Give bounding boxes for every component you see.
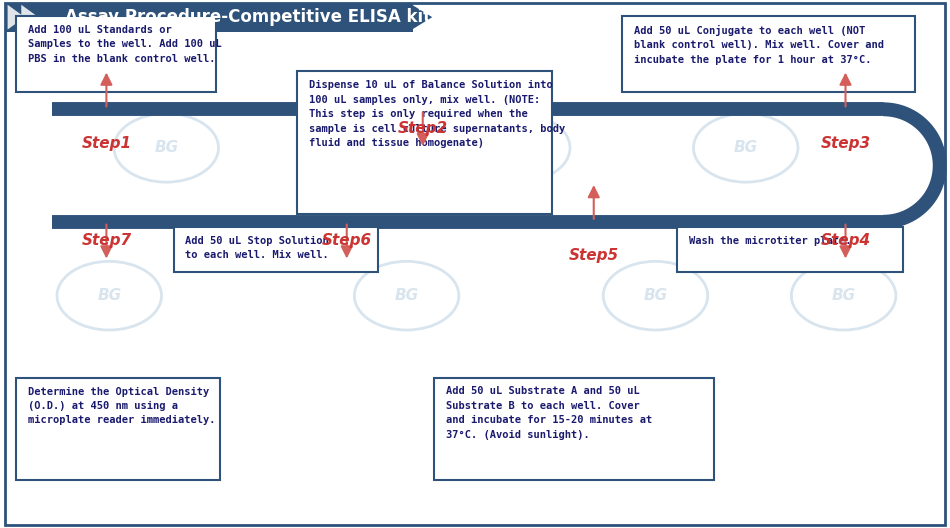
Polygon shape [21, 5, 38, 30]
Text: Step5: Step5 [569, 248, 618, 263]
Polygon shape [8, 5, 25, 30]
Text: BG: BG [97, 288, 122, 303]
Text: Step6: Step6 [322, 233, 371, 248]
FancyBboxPatch shape [174, 227, 378, 272]
Text: Add 100 uL Standards or
Samples to the well. Add 100 uL
PBS in the blank control: Add 100 uL Standards or Samples to the w… [28, 25, 221, 63]
Text: Wash the microtiter plate.: Wash the microtiter plate. [689, 236, 851, 246]
Text: Step4: Step4 [821, 233, 870, 248]
Text: BG: BG [505, 140, 530, 155]
Text: Add 50 uL Substrate A and 50 uL
Substrate B to each well. Cover
and incubate for: Add 50 uL Substrate A and 50 uL Substrat… [446, 386, 652, 440]
FancyBboxPatch shape [434, 378, 714, 480]
Text: Determine the Optical Density
(O.D.) at 450 nm using a
microplate reader immedia: Determine the Optical Density (O.D.) at … [28, 386, 215, 426]
FancyBboxPatch shape [5, 3, 945, 525]
FancyBboxPatch shape [622, 16, 915, 92]
FancyBboxPatch shape [16, 378, 220, 480]
Text: Dispense 10 uL of Balance Solution into
100 uL samples only, mix well. (NOTE:
Th: Dispense 10 uL of Balance Solution into … [309, 80, 565, 148]
Text: BG: BG [154, 140, 179, 155]
Text: BG: BG [394, 288, 419, 303]
Text: Step3: Step3 [821, 136, 870, 150]
Text: Add 50 uL Stop Solution
to each well. Mix well.: Add 50 uL Stop Solution to each well. Mi… [185, 236, 329, 260]
FancyBboxPatch shape [5, 3, 413, 32]
FancyBboxPatch shape [677, 227, 903, 272]
Text: Step7: Step7 [82, 233, 131, 248]
Text: Assay Procedure-Competitive ELISA kit: Assay Procedure-Competitive ELISA kit [65, 8, 430, 26]
FancyBboxPatch shape [16, 16, 216, 92]
Text: BG: BG [643, 288, 668, 303]
Text: Step1: Step1 [82, 136, 131, 150]
Text: BG: BG [733, 140, 758, 155]
FancyBboxPatch shape [297, 71, 552, 214]
Text: Step2: Step2 [398, 121, 447, 136]
Text: Add 50 uL Conjugate to each well (NOT
blank control well). Mix well. Cover and
i: Add 50 uL Conjugate to each well (NOT bl… [634, 25, 884, 65]
Polygon shape [408, 3, 432, 32]
Text: BG: BG [831, 288, 856, 303]
